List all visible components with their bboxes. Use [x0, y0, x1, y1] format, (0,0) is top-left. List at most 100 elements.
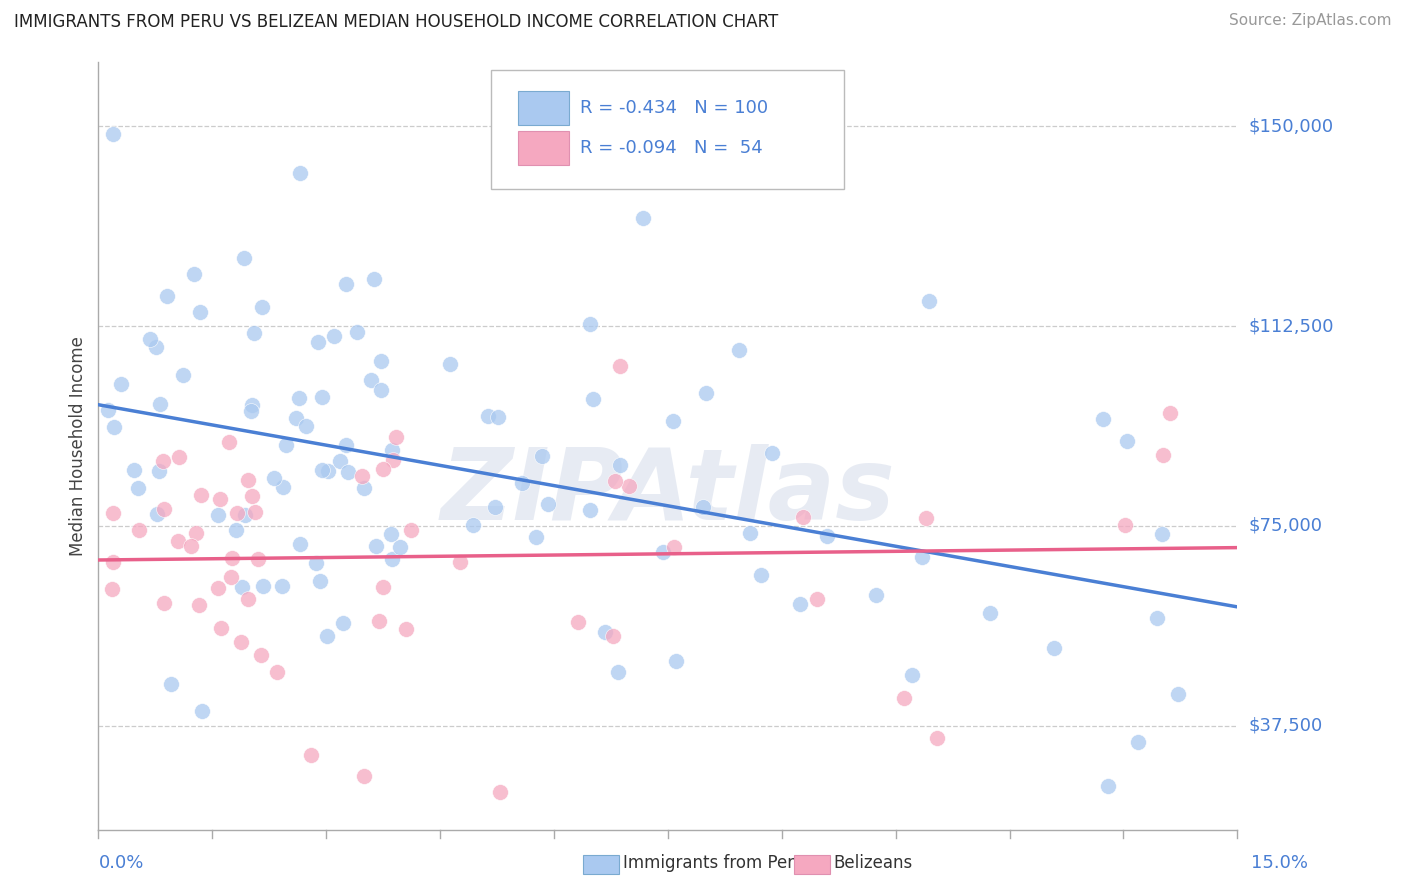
- Y-axis label: Median Household Income: Median Household Income: [69, 336, 87, 556]
- Text: $150,000: $150,000: [1249, 118, 1333, 136]
- Point: [370, 354, 392, 368]
- FancyBboxPatch shape: [517, 91, 569, 125]
- Point: [101, 507, 124, 521]
- Point: [593, 625, 616, 640]
- Point: [316, 464, 339, 478]
- Point: [1114, 517, 1136, 532]
- Point: [97, 402, 120, 417]
- Point: [579, 503, 602, 517]
- Point: [524, 531, 547, 545]
- Point: [609, 458, 631, 473]
- Point: [486, 410, 509, 425]
- Point: [695, 386, 717, 401]
- Point: [893, 691, 915, 706]
- Point: [761, 446, 783, 460]
- Text: $75,000: $75,000: [1249, 516, 1323, 535]
- Point: [370, 383, 392, 397]
- Text: ZIPAtlas: ZIPAtlas: [440, 443, 896, 541]
- Point: [309, 574, 332, 588]
- Point: [243, 505, 266, 519]
- Point: [233, 508, 256, 522]
- Point: [389, 540, 412, 554]
- Point: [127, 481, 149, 495]
- Point: [263, 470, 285, 484]
- Point: [101, 582, 124, 597]
- Point: [240, 398, 263, 412]
- Point: [218, 434, 240, 449]
- Point: [901, 667, 924, 681]
- Point: [381, 453, 404, 467]
- Point: [865, 588, 887, 602]
- Point: [149, 397, 172, 411]
- Point: [148, 464, 170, 478]
- Point: [477, 409, 499, 423]
- Point: [184, 526, 207, 541]
- Point: [530, 449, 553, 463]
- Point: [225, 523, 247, 537]
- Text: Belizeans: Belizeans: [834, 855, 912, 872]
- Point: [332, 616, 354, 631]
- Point: [311, 390, 333, 404]
- Point: [1097, 780, 1119, 794]
- Point: [567, 615, 589, 629]
- Point: [510, 476, 533, 491]
- Point: [207, 508, 229, 523]
- Point: [299, 747, 322, 762]
- Point: [364, 539, 387, 553]
- Point: [399, 523, 422, 537]
- Point: [1152, 448, 1174, 462]
- Point: [271, 480, 294, 494]
- Point: [243, 326, 266, 340]
- Point: [385, 430, 408, 444]
- Point: [1091, 411, 1114, 425]
- Point: [911, 549, 934, 564]
- Point: [537, 497, 560, 511]
- Point: [311, 463, 333, 477]
- Point: [231, 580, 253, 594]
- Point: [582, 392, 605, 407]
- Point: [219, 569, 242, 583]
- Point: [346, 325, 368, 339]
- Point: [1167, 687, 1189, 701]
- Point: [606, 665, 628, 679]
- Text: 0.0%: 0.0%: [98, 855, 143, 872]
- Point: [152, 454, 174, 468]
- Point: [662, 540, 685, 554]
- Point: [792, 509, 814, 524]
- Point: [252, 579, 274, 593]
- Point: [815, 529, 838, 543]
- Point: [155, 289, 177, 303]
- Point: [183, 267, 205, 281]
- Point: [167, 533, 190, 548]
- Point: [439, 357, 461, 371]
- FancyBboxPatch shape: [517, 131, 569, 165]
- FancyBboxPatch shape: [491, 70, 845, 189]
- Point: [662, 414, 685, 428]
- Point: [316, 628, 339, 642]
- Text: $37,500: $37,500: [1249, 716, 1323, 735]
- Point: [979, 606, 1001, 620]
- Point: [288, 166, 311, 180]
- Point: [128, 523, 150, 537]
- Point: [236, 473, 259, 487]
- Point: [1126, 734, 1149, 748]
- Point: [749, 568, 772, 582]
- Point: [276, 438, 298, 452]
- Point: [285, 411, 308, 425]
- Point: [160, 677, 183, 691]
- Point: [918, 293, 941, 308]
- Point: [152, 502, 174, 516]
- Text: Immigrants from Peru: Immigrants from Peru: [623, 855, 804, 872]
- Point: [484, 500, 506, 515]
- Point: [360, 373, 382, 387]
- Point: [172, 368, 194, 382]
- Point: [449, 554, 471, 568]
- Point: [337, 465, 360, 479]
- Point: [602, 629, 624, 643]
- Point: [209, 621, 232, 635]
- Point: [266, 665, 288, 679]
- Point: [236, 592, 259, 607]
- Point: [240, 489, 263, 503]
- Point: [250, 648, 273, 662]
- Text: $112,500: $112,500: [1249, 318, 1334, 335]
